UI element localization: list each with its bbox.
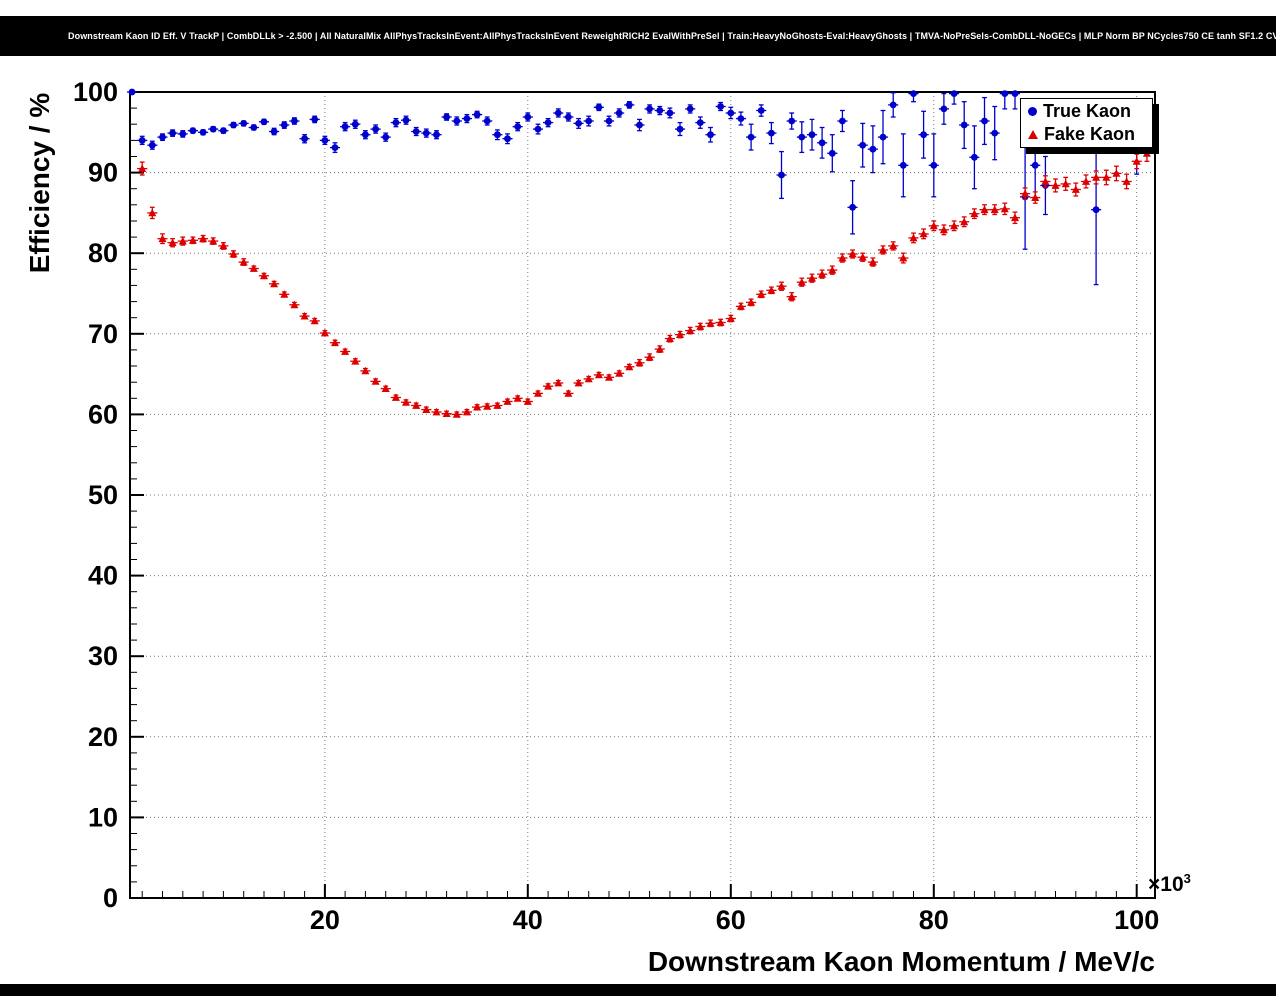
bottom-bar: [0, 984, 1276, 996]
y-axis-title: Efficiency / %: [24, 92, 55, 274]
svg-text:90: 90: [88, 158, 118, 188]
svg-text:60: 60: [716, 905, 746, 935]
svg-text:40: 40: [88, 561, 118, 591]
plot-title: Downstream Kaon ID Eff. V TrackP | CombD…: [68, 31, 1276, 41]
svg-text:20: 20: [310, 905, 340, 935]
x-axis-title: Downstream Kaon Momentum / MeV/c: [647, 946, 1155, 977]
legend-item-fake-kaon: Fake Kaon: [1021, 123, 1152, 145]
svg-text:100: 100: [73, 77, 118, 107]
svg-text:80: 80: [88, 238, 118, 268]
true-kaon-marker-icon: [1028, 107, 1037, 117]
svg-text:40: 40: [513, 905, 543, 935]
legend-label-fake-kaon: Fake Kaon: [1044, 123, 1136, 144]
legend-item-true-kaon: True Kaon: [1021, 101, 1152, 123]
x-scale-mantissa: ×10: [1148, 873, 1184, 896]
svg-text:50: 50: [88, 480, 118, 510]
svg-text:80: 80: [919, 905, 949, 935]
x-scale-exponent: 3: [1183, 871, 1191, 886]
svg-text:10: 10: [88, 802, 118, 832]
svg-text:20: 20: [88, 722, 118, 752]
legend: True Kaon Fake Kaon: [1020, 98, 1153, 148]
legend-label-true-kaon: True Kaon: [1043, 101, 1132, 122]
fake-kaon-marker-icon: [1028, 129, 1038, 139]
svg-text:60: 60: [88, 399, 118, 429]
window-title-bar: Downstream Kaon ID Eff. V TrackP | CombD…: [0, 16, 1276, 56]
x-axis-scale-label: ×103: [1148, 871, 1191, 897]
svg-text:30: 30: [88, 641, 118, 671]
svg-text:0: 0: [103, 883, 118, 913]
svg-text:70: 70: [88, 319, 118, 349]
svg-text:100: 100: [1114, 905, 1159, 935]
